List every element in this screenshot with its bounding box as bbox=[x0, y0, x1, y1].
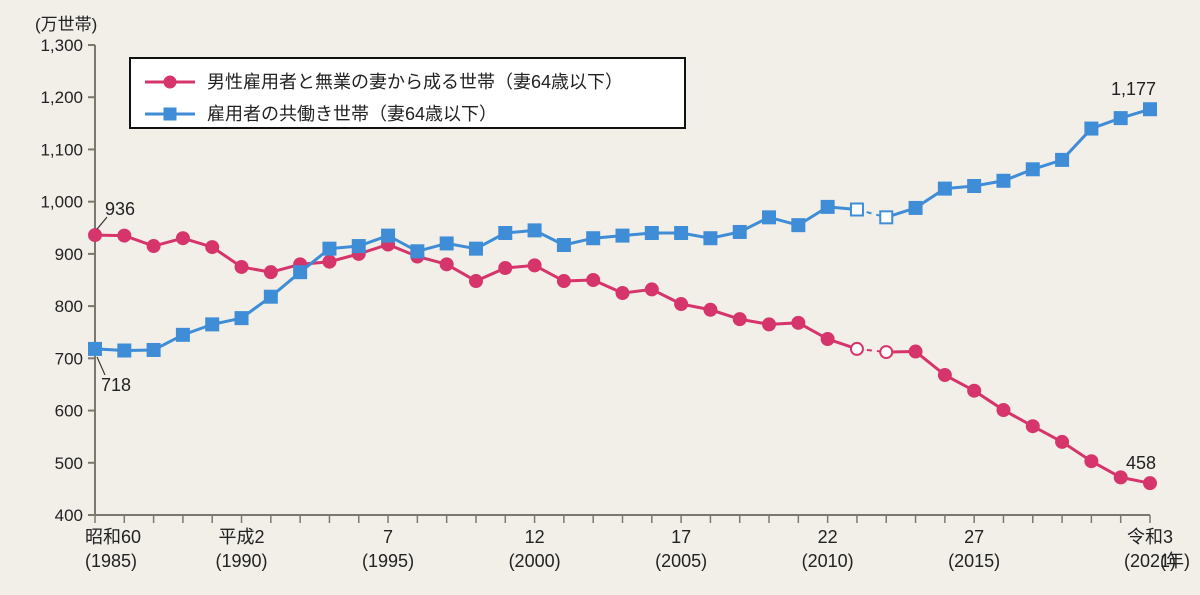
y-tick-label: 600 bbox=[55, 402, 83, 421]
x-axis-unit: (年) bbox=[1160, 551, 1190, 571]
label-start-718: 718 bbox=[101, 375, 131, 395]
label-end-458: 458 bbox=[1126, 453, 1156, 473]
x-tick-year: (2005) bbox=[655, 551, 707, 571]
y-tick-label: 1,300 bbox=[40, 36, 83, 55]
x-tick-era: 7 bbox=[383, 527, 393, 547]
y-tick-label: 1,200 bbox=[40, 88, 83, 107]
y-tick-label: 1,100 bbox=[40, 140, 83, 159]
households-line-chart: (万世帯) 400 500 600 700 800 900 1,000 1,100 1,200 1,… bbox=[0, 0, 1200, 595]
x-tick-era: 昭和60 bbox=[85, 527, 141, 547]
y-tick-label: 800 bbox=[55, 297, 83, 316]
y-axis-unit: (万世帯) bbox=[35, 15, 97, 34]
y-tick-label: 1,000 bbox=[40, 193, 83, 212]
x-tick-year: (2015) bbox=[948, 551, 1000, 571]
y-tick-label: 500 bbox=[55, 454, 83, 473]
x-tick-year: (2000) bbox=[509, 551, 561, 571]
label-end-1177: 1,177 bbox=[1111, 79, 1156, 99]
x-tick-era: 平成2 bbox=[219, 527, 265, 547]
label-start-936: 936 bbox=[105, 199, 135, 219]
x-tick-era: 12 bbox=[525, 527, 545, 547]
x-tick-era: 令和3 bbox=[1127, 527, 1173, 547]
y-tick-label: 400 bbox=[55, 506, 83, 525]
legend: 男性雇用者と無業の妻から成る世帯（妻64歳以下） 雇用者の共働き世帯（妻64歳以下… bbox=[130, 58, 685, 128]
legend-label-dual_income: 雇用者の共働き世帯（妻64歳以下） bbox=[207, 104, 497, 124]
x-tick-era: 17 bbox=[671, 527, 691, 547]
y-tick-label: 900 bbox=[55, 245, 83, 264]
x-tick-era: 22 bbox=[818, 527, 838, 547]
x-tick-year: (1995) bbox=[362, 551, 414, 571]
x-tick-era: 27 bbox=[964, 527, 984, 547]
x-tick-year: (1990) bbox=[216, 551, 268, 571]
x-tick-year: (1985) bbox=[85, 551, 137, 571]
legend-label-male_employed_wife_noemp: 男性雇用者と無業の妻から成る世帯（妻64歳以下） bbox=[207, 72, 623, 92]
x-tick-year: (2010) bbox=[802, 551, 854, 571]
y-tick-label: 700 bbox=[55, 349, 83, 368]
